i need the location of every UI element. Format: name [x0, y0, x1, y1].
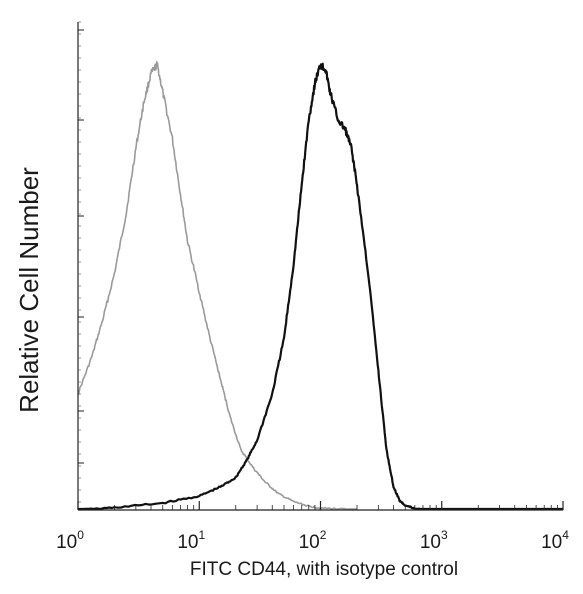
- x-tick-labels: 100 101 102 103 104: [56, 528, 569, 553]
- axes: [77, 21, 564, 511]
- series-line-cd44: [78, 62, 563, 511]
- series-line-isotype-control: [77, 61, 357, 510]
- x-tick-label: 100: [56, 528, 84, 553]
- x-axis-label: FITC CD44, with isotype control: [190, 559, 458, 580]
- x-tick-label: 104: [541, 528, 569, 553]
- histogram-curves: [77, 61, 563, 511]
- y-axis-label: Relative Cell Number: [14, 167, 44, 413]
- x-tick-label: 102: [299, 528, 327, 553]
- x-tick-label: 103: [420, 528, 448, 553]
- x-tick-label: 101: [177, 528, 205, 553]
